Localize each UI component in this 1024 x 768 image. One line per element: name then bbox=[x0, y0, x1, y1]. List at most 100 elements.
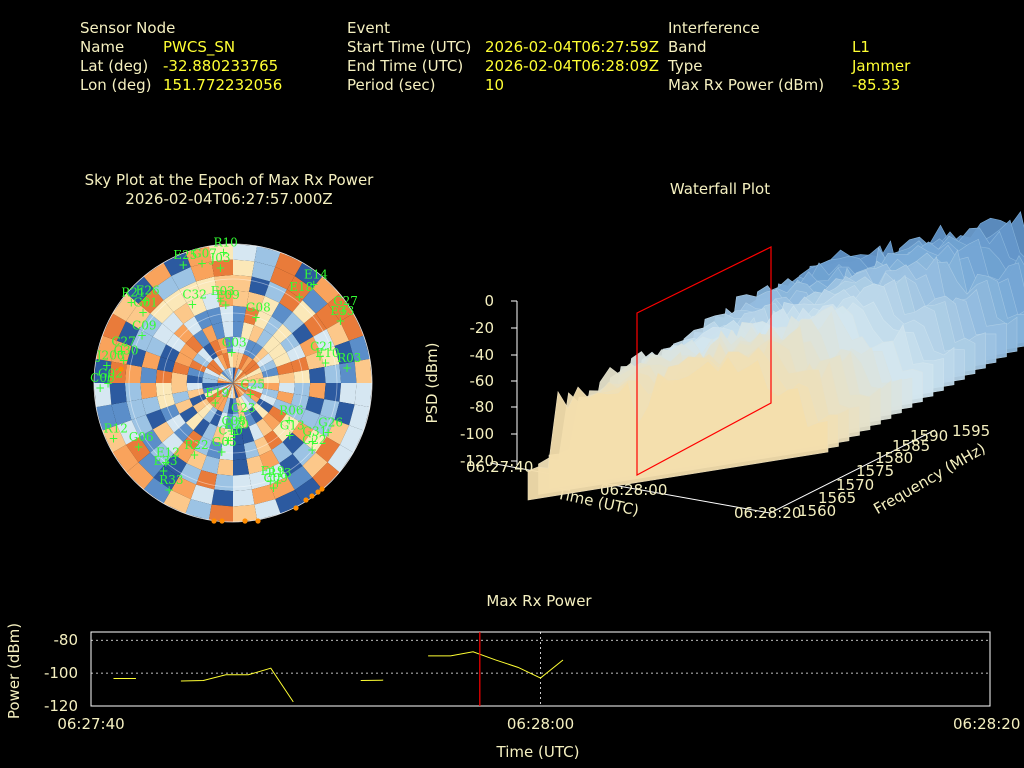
satellite-label: R10 bbox=[214, 235, 238, 249]
skyplot-cell bbox=[305, 351, 325, 370]
waterfall-epoch-frame bbox=[636, 246, 772, 477]
satellite-j200: +J200 bbox=[95, 349, 125, 373]
waterfall-ytick: 1575 bbox=[856, 462, 894, 480]
skyplot-cell bbox=[256, 329, 273, 348]
satellite-label: C09 bbox=[263, 471, 287, 485]
satellite-label: E26 bbox=[136, 284, 160, 298]
skyplot-cell bbox=[196, 276, 217, 296]
skyplot-cell bbox=[206, 363, 222, 376]
skyplot-cell bbox=[143, 262, 172, 289]
satellite-marker: + bbox=[137, 328, 147, 342]
satellite-label: E03 bbox=[211, 284, 235, 298]
satellite-e25: +E25 bbox=[173, 248, 197, 272]
skyplot-cell bbox=[263, 383, 280, 392]
skyplot-cell bbox=[153, 465, 179, 491]
satellite-label: C32 bbox=[182, 288, 206, 302]
satellite-g03: +G03 bbox=[222, 335, 247, 359]
skyplot-cell bbox=[211, 259, 233, 277]
skyplot-cell bbox=[327, 293, 354, 322]
skyplot-cell bbox=[152, 323, 174, 345]
skyplot-cell bbox=[192, 398, 210, 413]
satellite-label: G03 bbox=[222, 335, 247, 349]
waterfall-title: Waterfall Plot bbox=[669, 180, 771, 198]
skyplot-cell bbox=[233, 443, 247, 461]
satellite-label: G13 bbox=[280, 419, 305, 433]
satellite-marker: + bbox=[294, 290, 304, 304]
skyplot-cell bbox=[233, 459, 250, 476]
satellite-marker: + bbox=[221, 298, 231, 312]
skyplot-cell bbox=[327, 444, 354, 473]
sensor-name-value: PWCS_SN bbox=[163, 38, 236, 56]
interference-type-label: Type bbox=[668, 57, 703, 75]
skyplot-cell bbox=[219, 373, 233, 383]
satellite-marker: + bbox=[187, 298, 197, 312]
waterfall-ztick: -80 bbox=[470, 398, 495, 416]
skyplot-cell bbox=[217, 412, 228, 429]
satellite-label: G02 bbox=[98, 367, 123, 381]
skyplot-cell bbox=[233, 383, 249, 389]
horizon-marker bbox=[255, 518, 261, 524]
skyplot-cell bbox=[172, 391, 190, 405]
sensor-node-title: Sensor Node bbox=[80, 19, 176, 37]
skyplot-cell bbox=[259, 393, 277, 407]
skyplot-cell bbox=[292, 300, 316, 324]
waterfall-ytick: 1590 bbox=[910, 427, 948, 445]
satellite-marker: + bbox=[158, 464, 168, 478]
skyplot-cell bbox=[102, 425, 126, 453]
satellite-e12: +E12 bbox=[156, 446, 180, 470]
skyplot-cell bbox=[248, 324, 264, 343]
satellite-marker: + bbox=[338, 304, 348, 318]
skyplot-cell bbox=[227, 352, 233, 368]
skyplot-cell bbox=[244, 390, 260, 403]
skyplot-cell bbox=[162, 432, 184, 454]
skyplot-cell bbox=[293, 369, 311, 383]
satellite-g05: +G05 bbox=[212, 435, 237, 459]
satellite-marker: + bbox=[307, 435, 317, 449]
skyplot-cell bbox=[96, 335, 117, 362]
satellite-label: E19 bbox=[205, 386, 229, 400]
skyplot-cell bbox=[178, 463, 202, 485]
skyplot-cell bbox=[238, 412, 249, 429]
skyplot-cell bbox=[246, 455, 265, 475]
interference-type-value: Jammer bbox=[852, 57, 911, 75]
satellite-marker: + bbox=[215, 261, 225, 275]
skyplot-cell bbox=[248, 423, 264, 442]
power-chart-title: Max Rx Power bbox=[486, 592, 592, 610]
satellite-r33: +R33 bbox=[159, 473, 183, 497]
skyplot-cell bbox=[217, 337, 228, 354]
satellite-label: E25 bbox=[173, 248, 197, 262]
skyplot-cell bbox=[153, 275, 179, 301]
skyplot-cell bbox=[280, 413, 300, 433]
skyplot-cell bbox=[126, 276, 154, 304]
skyplot-cell bbox=[263, 374, 280, 383]
skyplot-cell bbox=[163, 490, 191, 514]
skyplot-cell bbox=[213, 356, 226, 372]
satellite-g07: +G07 bbox=[192, 247, 217, 271]
skyplot-cell bbox=[190, 484, 215, 505]
skyplot-cell bbox=[96, 404, 117, 431]
satellite-marker: + bbox=[189, 448, 199, 462]
skyplot-cell bbox=[202, 324, 218, 343]
satellite-label: R20 bbox=[225, 417, 249, 431]
skyplot-cell bbox=[254, 436, 272, 456]
sensor-lat-value: -32.880233765 bbox=[163, 57, 279, 75]
event-start-label: Start Time (UTC) bbox=[347, 38, 472, 56]
satellite-label: R06 bbox=[279, 403, 303, 417]
satellite-e19: +E19 bbox=[261, 464, 285, 488]
waterfall-zlabel: PSD (dBm) bbox=[423, 342, 441, 423]
skyplot-cell bbox=[124, 383, 142, 402]
skyplot-cell bbox=[278, 383, 295, 394]
skyplot-cell bbox=[233, 367, 236, 383]
satellite-label: C10 bbox=[218, 423, 242, 437]
skyplot-cell bbox=[172, 361, 190, 375]
skyplot-cell bbox=[201, 291, 220, 311]
skyplot-cell bbox=[227, 398, 233, 414]
waterfall-ztick: -40 bbox=[470, 346, 495, 364]
skyplot-cell bbox=[246, 367, 263, 378]
sensor-lon-value: 151.772232056 bbox=[163, 76, 283, 94]
skyplot-cell bbox=[276, 361, 294, 375]
satellite-marker: + bbox=[161, 456, 171, 470]
skyplot-cell bbox=[334, 401, 355, 426]
